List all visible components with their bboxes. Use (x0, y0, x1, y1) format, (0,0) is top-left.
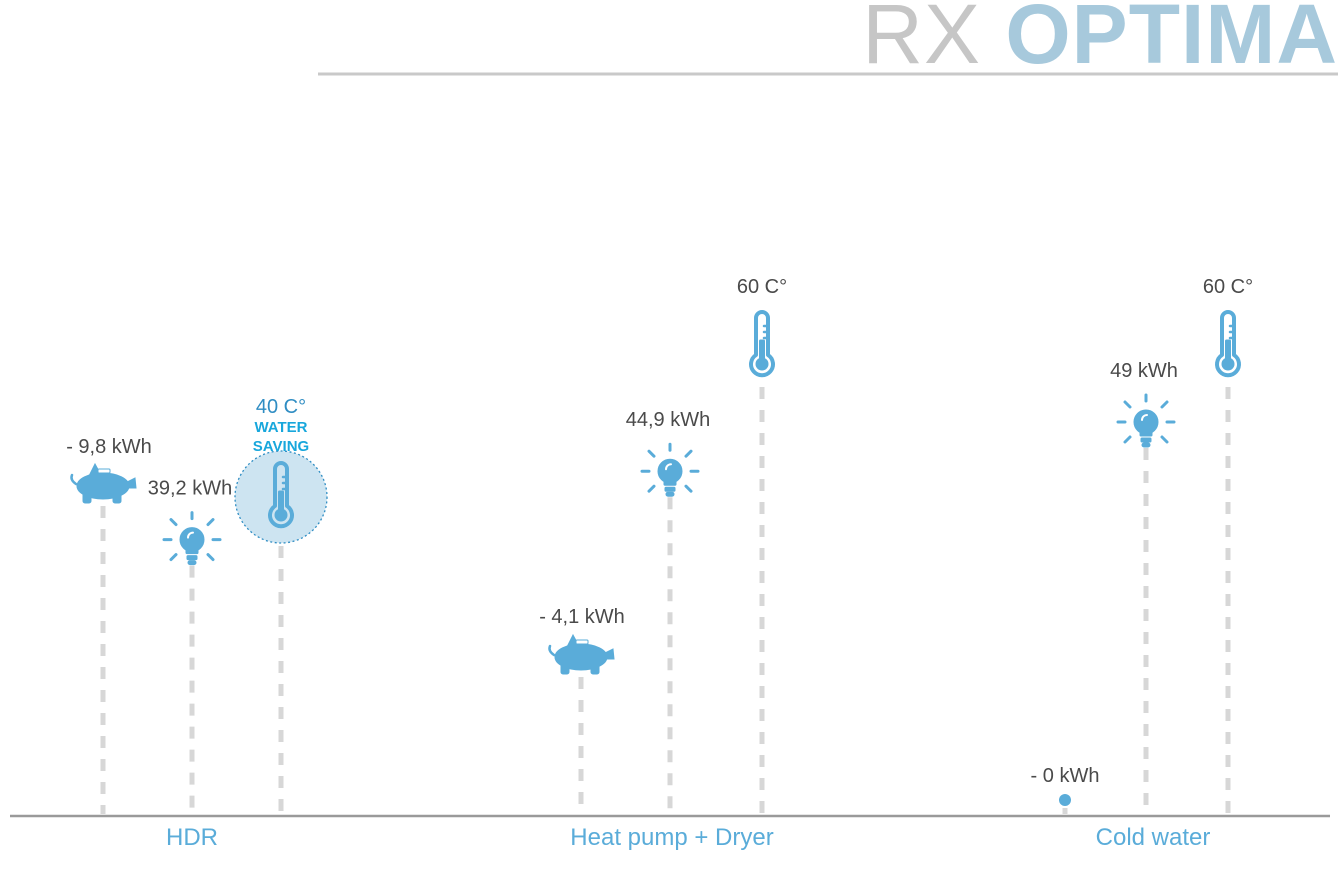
brand-logo: RX OPTIMA (862, 0, 1338, 84)
hdr-energy-value-label: 39,2 kWh (148, 478, 232, 500)
group-label-heat-pump-dryer: Heat pump + Dryer (570, 824, 774, 851)
hdr-temperature-tag-line: WATER (254, 419, 307, 436)
thermometer-icon (749, 310, 775, 378)
lightbulb-icon (162, 511, 222, 567)
piggy-bank-icon (70, 462, 138, 505)
lightbulb-icon (1116, 393, 1176, 449)
cold-water-energy-value-label: 49 kWh (1110, 360, 1178, 382)
thermometer-icon (1215, 310, 1241, 378)
heat-pump-dryer-energy-value-label: 44,9 kWh (626, 409, 710, 431)
lightbulb-icon (640, 442, 700, 498)
heat-pump-dryer-temperature-value-label: 60 C° (737, 276, 787, 298)
piggy-bank-icon (548, 633, 616, 676)
brand-prefix: RX (862, 0, 981, 81)
group-label-cold-water: Cold water (1095, 824, 1211, 851)
hdr-temperature-value-label: 40 C° (256, 396, 306, 418)
hdr-temperature-tag-line: SAVING (253, 438, 309, 455)
cold-water-savings-value-label: - 0 kWh (1031, 765, 1100, 787)
group-label-hdr: HDR (166, 824, 218, 851)
dot-icon (1059, 794, 1071, 806)
cold-water-temperature-value-label: 60 C° (1203, 276, 1253, 298)
heat-pump-dryer-savings-value-label: - 4,1 kWh (539, 606, 625, 628)
hdr-savings-value-label: - 9,8 kWh (66, 436, 152, 458)
brand-name: OPTIMA (1005, 0, 1338, 81)
